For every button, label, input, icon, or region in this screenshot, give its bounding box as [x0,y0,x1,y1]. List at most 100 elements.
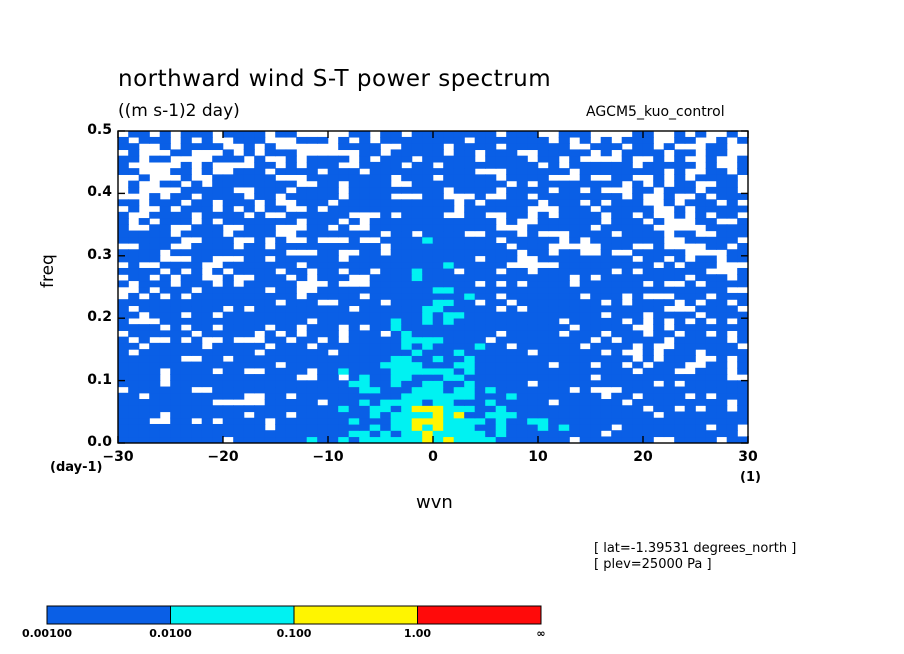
spectrum-cell [453,417,465,425]
spectrum-cell [159,205,171,213]
spectrum-cell [191,399,203,406]
spectrum-cell [453,218,465,225]
spectrum-cell [590,417,602,425]
spectrum-cell [443,324,455,331]
spectrum-cell [285,180,297,188]
spectrum-cell [369,299,381,307]
spectrum-cell [537,374,549,381]
spectrum-cell [621,411,633,419]
spectrum-cell [243,405,255,413]
spectrum-cell [422,436,434,444]
spectrum-cell [474,305,486,313]
spectrum-cell [180,280,192,288]
spectrum-cell [506,205,518,213]
spectrum-cell [443,255,455,263]
spectrum-cell [590,143,602,151]
spectrum-cell [254,255,266,263]
spectrum-cell [705,336,717,344]
spectrum-cell [579,380,591,388]
spectrum-cell [306,211,318,219]
spectrum-cell [380,174,392,182]
spectrum-cell [716,317,728,325]
spectrum-cell [632,230,644,238]
spectrum-cell [327,174,339,182]
spectrum-cell [558,355,570,363]
spectrum-cell [726,342,738,350]
spectrum-cell [170,399,182,406]
spectrum-cell [117,411,129,419]
spectrum-cell [464,174,476,182]
spectrum-cell [537,255,549,263]
spectrum-cell [390,292,402,300]
spectrum-cell [716,286,728,294]
spectrum-cell [663,405,675,413]
spectrum-cell [569,180,581,188]
spectrum-cell [149,136,161,144]
spectrum-cell [632,168,644,175]
spectrum-cell [359,430,371,438]
spectrum-cell [506,292,518,300]
spectrum-cell [411,136,423,144]
spectrum-cell [443,218,455,225]
spectrum-cell [285,267,297,275]
spectrum-cell [443,292,455,300]
spectrum-cell [338,349,350,356]
spectrum-cell [653,311,665,319]
spectrum-cell [401,361,413,369]
spectrum-cell [443,199,455,207]
spectrum-cell [180,317,192,325]
spectrum-cell [432,180,444,188]
spectrum-cell [506,386,518,394]
spectrum-cell [474,367,486,375]
spectrum-cell [411,399,423,406]
spectrum-cell [716,149,728,157]
spectrum-cell [348,205,360,213]
spectrum-cell [527,423,539,431]
spectrum-cell [737,311,749,319]
spectrum-cell [537,174,549,182]
spectrum-cell [359,155,371,163]
spectrum-cell [443,399,455,406]
spectrum-cell [369,249,381,257]
spectrum-cell [296,305,308,313]
spectrum-cell [590,230,602,238]
spectrum-cell [222,261,234,269]
spectrum-cell [737,324,749,331]
spectrum-cell [285,317,297,325]
spectrum-cell [117,367,129,375]
spectrum-cell [159,218,171,225]
spectrum-cell [285,311,297,319]
spectrum-cell [716,180,728,188]
spectrum-cell [663,380,675,388]
spectrum-cell [716,367,728,375]
spectrum-cell [474,267,486,275]
spectrum-cell [621,274,633,282]
spectrum-cell [222,392,234,400]
spectrum-cell [128,236,140,244]
spectrum-cell [653,274,665,282]
spectrum-cell [338,405,350,413]
spectrum-cell [275,180,287,188]
spectrum-cell [474,261,486,269]
spectrum-cell [569,286,581,294]
spectrum-cell [443,342,455,350]
spectrum-cell [537,236,549,244]
spectrum-cell [264,405,276,413]
spectrum-cell [401,249,413,257]
spectrum-cell [306,399,318,406]
spectrum-cell [527,355,539,363]
spectrum-cell [243,361,255,369]
spectrum-cell [422,392,434,400]
spectrum-cell [474,292,486,300]
spectrum-cell [674,174,686,182]
spectrum-cell [443,130,455,138]
spectrum-cell [506,417,518,425]
spectrum-cell [233,168,245,175]
spectrum-cell [527,130,539,138]
spectrum-cell [516,236,528,244]
spectrum-cell [149,411,161,419]
spectrum-cell [474,317,486,325]
spectrum-cell [422,349,434,356]
spectrum-cell [600,205,612,213]
spectrum-cell [453,155,465,163]
